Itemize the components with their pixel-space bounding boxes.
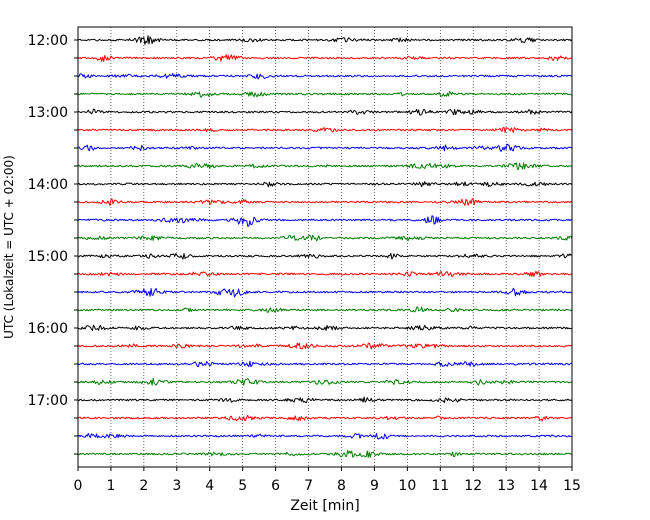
trace-1215 bbox=[77, 54, 573, 62]
trace-1330 bbox=[77, 143, 573, 152]
x-axis-ticks: 0 1 2 3 4 5 6 7 8 9 10 11 12 13 14 15 bbox=[74, 467, 581, 494]
x-tick-label: 15 bbox=[563, 478, 581, 494]
trace-1745 bbox=[77, 449, 573, 458]
seismic-traces bbox=[77, 35, 573, 458]
x-tick-label: 14 bbox=[530, 478, 548, 494]
x-tick-label: 2 bbox=[139, 478, 148, 494]
trace-1645 bbox=[77, 378, 573, 386]
x-tick-label: 1 bbox=[106, 478, 115, 494]
x-tick-label: 12 bbox=[464, 478, 482, 494]
trace-1430 bbox=[77, 215, 573, 227]
trace-1630 bbox=[77, 360, 573, 368]
x-tick-label: 9 bbox=[370, 478, 379, 494]
trace-1245 bbox=[77, 90, 573, 98]
trace-1200 bbox=[77, 35, 573, 45]
trace-1515 bbox=[77, 270, 573, 277]
x-tick-label: 6 bbox=[271, 478, 280, 494]
x-tick-label: 7 bbox=[304, 478, 313, 494]
x-tick-label: 5 bbox=[238, 478, 247, 494]
y-tick-label: 14:00 bbox=[28, 177, 68, 193]
trace-1545 bbox=[77, 306, 573, 313]
trace-1300 bbox=[77, 108, 573, 116]
x-tick-label: 10 bbox=[398, 478, 416, 494]
trace-1345 bbox=[77, 162, 573, 170]
x-tick-label: 8 bbox=[337, 478, 346, 494]
x-axis-label: Zeit [min] bbox=[290, 498, 359, 514]
x-grid bbox=[110, 27, 540, 467]
y-tick-label: 15:00 bbox=[28, 249, 68, 265]
trace-1230 bbox=[77, 73, 573, 80]
x-tick-label: 0 bbox=[74, 478, 83, 494]
trace-1500 bbox=[77, 252, 573, 260]
x-tick-label: 3 bbox=[172, 478, 181, 494]
x-tick-label: 11 bbox=[431, 478, 449, 494]
y-tick-label: 17:00 bbox=[28, 393, 68, 409]
y-tick-label: 12:00 bbox=[28, 33, 68, 49]
plot-frame bbox=[77, 26, 573, 468]
trace-1615 bbox=[77, 342, 573, 350]
trace-1700 bbox=[77, 396, 573, 404]
y-axis-label: UTC (Lokalzeit = UTC + 02:00) bbox=[2, 155, 16, 339]
trace-1400 bbox=[77, 181, 573, 188]
y-axis-ticks: 12:00 13:00 14:00 15:00 16:00 17:00 bbox=[28, 33, 78, 455]
x-tick-label: 13 bbox=[497, 478, 515, 494]
trace-1715 bbox=[77, 414, 573, 422]
trace-1600 bbox=[77, 324, 573, 331]
x-tick-label: 4 bbox=[205, 478, 214, 494]
trace-1730 bbox=[77, 432, 573, 440]
y-tick-label: 16:00 bbox=[28, 321, 68, 337]
y-tick-label: 13:00 bbox=[28, 105, 68, 121]
trace-1445 bbox=[77, 234, 573, 242]
trace-1530 bbox=[77, 287, 573, 298]
trace-1315 bbox=[77, 127, 573, 133]
trace-1415 bbox=[77, 198, 573, 206]
